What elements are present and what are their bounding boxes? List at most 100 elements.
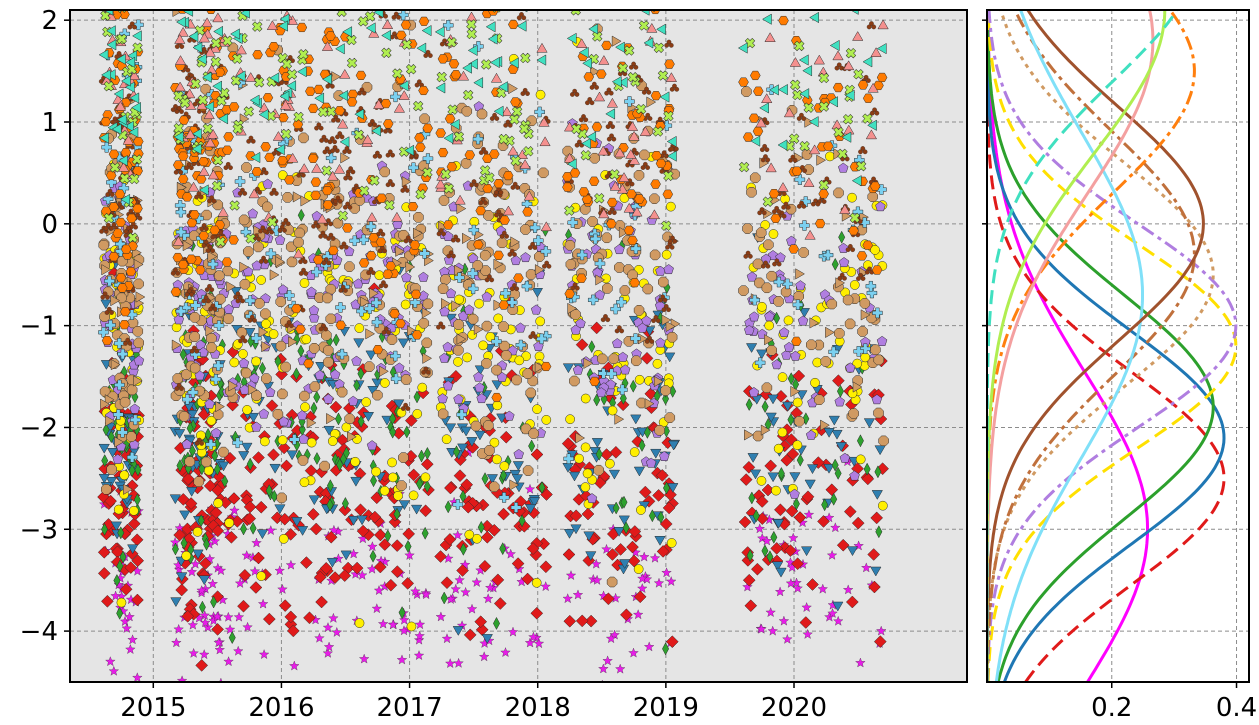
scatter-point	[278, 599, 292, 612]
scatter-point	[101, 594, 114, 608]
scatter-point	[499, 468, 507, 482]
scatter-point	[565, 570, 577, 580]
scatter-point	[855, 454, 866, 465]
scatter-point	[475, 206, 486, 216]
scatter-point	[177, 260, 189, 270]
scatter-point	[286, 624, 300, 638]
scatter-point	[334, 106, 345, 116]
scatter-point	[119, 582, 133, 596]
scatter-point	[667, 440, 680, 451]
scatter-point	[750, 70, 761, 81]
scatter-point	[262, 201, 273, 213]
scatter-point	[820, 356, 831, 367]
scatter-point	[461, 500, 475, 514]
scatter-point	[474, 298, 484, 309]
scatter-point	[354, 503, 367, 517]
scatter-point	[782, 633, 793, 644]
scatter-point	[623, 225, 635, 235]
scatter-point	[370, 474, 378, 488]
scatter-point	[528, 631, 539, 642]
scatter-point	[186, 254, 197, 264]
scatter-point	[830, 522, 841, 533]
scatter-point	[622, 521, 630, 535]
scatter-point	[662, 189, 674, 199]
y-tick-label: −3	[20, 515, 58, 545]
scatter-point	[565, 414, 575, 425]
scatter-point	[512, 461, 525, 471]
scatter-point	[377, 618, 389, 629]
scatter-point	[407, 202, 419, 212]
scatter-point	[197, 514, 205, 528]
scatter-point	[108, 252, 120, 262]
scatter-point	[175, 583, 189, 597]
scatter-point	[845, 595, 859, 609]
scatter-point	[170, 287, 182, 297]
scatter-point	[116, 606, 124, 620]
scatter-point	[397, 338, 410, 349]
scatter-point	[650, 448, 662, 459]
scatter-point	[874, 465, 882, 479]
scatter-point	[361, 397, 372, 407]
scatter-point	[176, 572, 188, 583]
scatter-point	[117, 283, 128, 293]
scatter-point	[459, 489, 467, 503]
scatter-point	[833, 615, 844, 626]
scatter-point	[180, 536, 188, 550]
scatter-point	[499, 461, 510, 472]
scatter-point	[307, 153, 319, 163]
scatter-point	[369, 549, 377, 563]
scatter-point	[659, 517, 673, 531]
scatter-point	[312, 255, 324, 265]
scatter-point	[214, 270, 225, 281]
scatter-point	[297, 208, 305, 222]
scatter-point	[265, 484, 273, 498]
scatter-point	[651, 151, 662, 161]
scatter-point	[511, 474, 524, 485]
scatter-point	[831, 257, 839, 271]
scatter-point	[561, 437, 575, 450]
scatter-point	[742, 581, 753, 592]
scatter-point	[794, 416, 805, 427]
scatter-point	[284, 610, 298, 624]
scatter-point	[261, 373, 272, 384]
scatter-point	[541, 415, 552, 425]
scatter-point	[585, 551, 597, 562]
scatter-point	[357, 414, 365, 429]
scatter-point	[754, 523, 765, 534]
scatter-point	[115, 217, 126, 227]
scatter-point	[540, 0, 550, 1]
scatter-point	[327, 436, 338, 446]
scatter-point	[588, 340, 596, 354]
scatter-point	[350, 568, 361, 579]
scatter-point	[873, 354, 885, 366]
scatter-point	[366, 251, 377, 261]
scatter-point	[328, 571, 342, 584]
scatter-point	[420, 589, 432, 600]
y-tick-label: −1	[20, 312, 58, 342]
scatter-point	[372, 389, 383, 401]
scatter-point	[249, 565, 261, 576]
scatter-point	[824, 512, 835, 523]
scatter-point	[746, 549, 754, 563]
scatter-point	[321, 186, 333, 196]
scatter-point	[803, 509, 815, 520]
scatter-point	[422, 123, 433, 133]
scatter-point	[596, 69, 607, 79]
scatter-point	[389, 425, 397, 439]
scatter-point	[757, 532, 768, 543]
scatter-point	[757, 301, 767, 312]
scatter-point	[838, 230, 846, 244]
scatter-point	[354, 323, 365, 333]
scatter-point	[396, 654, 408, 665]
scatter-point	[461, 0, 470, 1]
scatter-point	[777, 466, 785, 480]
scatter-point	[498, 300, 510, 310]
scatter-point	[362, 412, 375, 422]
scatter-point	[799, 616, 813, 629]
scatter-point	[499, 542, 507, 556]
scatter-point	[741, 86, 752, 97]
x-tick-label: 2015	[120, 693, 186, 723]
scatter-point	[225, 530, 238, 544]
scatter-point	[853, 540, 864, 551]
scatter-point	[649, 249, 661, 261]
